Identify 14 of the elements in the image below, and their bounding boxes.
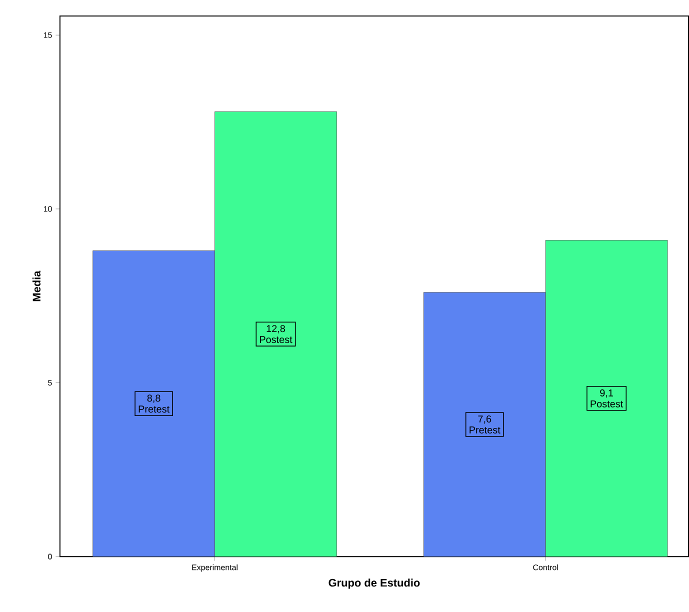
x-axis-title: Grupo de Estudio	[328, 578, 420, 590]
bar	[92, 250, 215, 557]
series-label: Postest	[260, 336, 292, 344]
bar	[214, 112, 337, 557]
bar	[545, 240, 668, 557]
series-label: Pretest	[138, 406, 170, 413]
y-axis-title: Media	[32, 270, 40, 302]
text: Pretest	[470, 426, 500, 434]
bar	[423, 292, 546, 557]
data-label: 8,8	[147, 394, 160, 404]
data-label: 12,8	[266, 325, 286, 334]
data-label: 7,6	[478, 416, 492, 424]
data-label: 9,1	[600, 390, 613, 398]
text: Postest	[590, 400, 624, 408]
